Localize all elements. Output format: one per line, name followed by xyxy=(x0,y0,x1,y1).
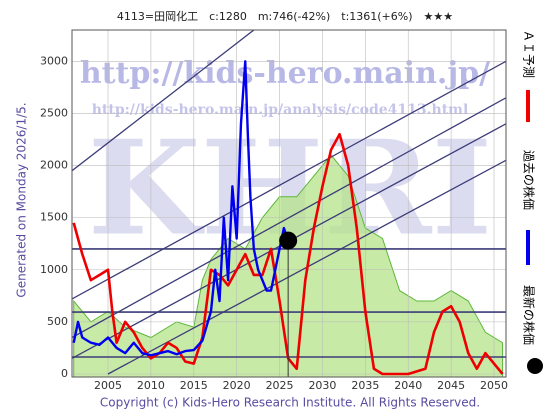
watermark: http://kids-hero.main.jp/ xyxy=(80,56,490,91)
trend-line xyxy=(72,60,506,300)
x-tick-label: 2025 xyxy=(266,379,294,392)
legend-label: ＡＩ予測 xyxy=(522,30,536,78)
x-tick-label: 2030 xyxy=(308,379,336,392)
legend-swatch xyxy=(527,358,543,374)
watermark: http://kids-hero.main.jp/analysis/code41… xyxy=(92,102,469,118)
x-tick-label: 2015 xyxy=(180,379,208,392)
chart-title: 4113=田岡化工 c:1280 m:746(-42%) t:1361(+6%)… xyxy=(117,9,453,23)
y-tick-label: 3000 xyxy=(40,54,68,67)
y-tick-label: 0 xyxy=(61,367,68,380)
plot-frame xyxy=(71,29,507,378)
x-tick-label: 2010 xyxy=(137,379,165,392)
y-tick-label: 2000 xyxy=(40,159,68,172)
legend-label: 最新の株価 xyxy=(522,285,537,345)
plot: KHRIhttp://kids-hero.main.jp/http://kids… xyxy=(72,30,506,377)
y-tick-label: 1000 xyxy=(40,263,68,276)
y-tick-label: 2500 xyxy=(40,106,68,119)
x-tick-label: 2020 xyxy=(223,379,251,392)
x-tick-label: 2045 xyxy=(437,379,465,392)
y-tick-label: 1500 xyxy=(40,211,68,224)
x-tick-label: 2040 xyxy=(394,379,422,392)
x-tick-label: 2005 xyxy=(94,379,122,392)
y-tick-label: 500 xyxy=(47,315,68,328)
series-line xyxy=(72,60,290,357)
copyright: Copyright (c) Kids-Hero Research Institu… xyxy=(100,396,480,410)
x-tick-label: 2050 xyxy=(480,379,508,392)
latest-point xyxy=(279,231,298,250)
trend-line xyxy=(72,97,506,339)
generated-label: Generated on Monday 2026/1/5. xyxy=(15,102,29,297)
trend-line xyxy=(72,30,255,172)
legend-label: 過去の株価 xyxy=(522,150,537,210)
x-tick-label: 2035 xyxy=(351,379,379,392)
